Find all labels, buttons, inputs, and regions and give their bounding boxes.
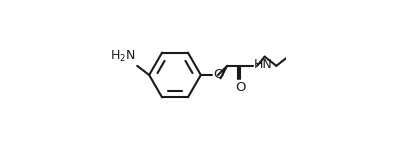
Text: O: O: [235, 81, 246, 94]
Text: H$_2$N: H$_2$N: [110, 49, 136, 64]
Text: HN: HN: [254, 58, 273, 72]
Text: O: O: [213, 69, 224, 81]
